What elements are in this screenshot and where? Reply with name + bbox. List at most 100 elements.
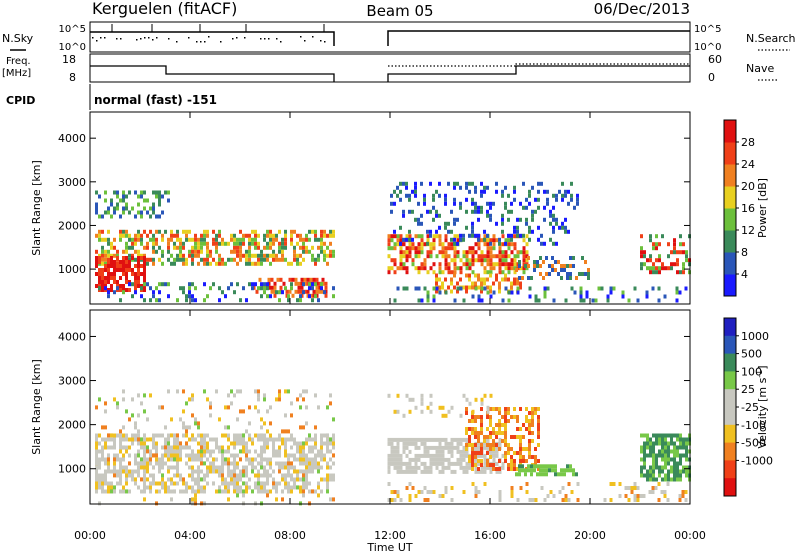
echo-cell bbox=[239, 389, 242, 394]
echo-cell bbox=[542, 276, 545, 280]
echo-cell bbox=[545, 272, 548, 276]
echo-cell bbox=[119, 264, 122, 268]
echo-cell bbox=[465, 411, 468, 415]
echo-cell bbox=[462, 298, 466, 303]
echo-cell bbox=[302, 477, 305, 482]
echo-cell bbox=[399, 181, 402, 186]
echo-cell bbox=[296, 457, 299, 462]
echo-cell bbox=[191, 237, 194, 242]
power-x-ticks bbox=[89, 112, 691, 304]
echo-cell bbox=[291, 277, 295, 282]
echo-cell bbox=[287, 485, 290, 490]
echo-cell bbox=[302, 469, 305, 474]
echo-cell bbox=[125, 260, 128, 264]
echo-cell bbox=[326, 461, 329, 466]
echo-cell bbox=[531, 407, 534, 411]
echo-cell bbox=[323, 229, 326, 234]
echo-cell bbox=[513, 415, 516, 419]
echo-cell bbox=[426, 234, 430, 239]
echo-cell bbox=[101, 272, 104, 276]
echo-cell bbox=[393, 409, 397, 414]
echo-cell bbox=[525, 205, 528, 210]
echo-cell bbox=[426, 241, 429, 246]
echo-cell bbox=[146, 485, 149, 490]
echo-cell bbox=[254, 253, 257, 258]
echo-cell bbox=[507, 233, 510, 238]
echo-cell bbox=[528, 419, 531, 423]
echo-cell bbox=[441, 457, 445, 462]
echo-cell bbox=[318, 289, 322, 294]
echo-cell bbox=[257, 477, 260, 482]
echo-cell bbox=[98, 237, 101, 242]
echo-cell bbox=[299, 469, 302, 474]
echo-cell bbox=[173, 441, 176, 446]
echo-cell bbox=[444, 277, 447, 282]
echo-cell bbox=[522, 266, 526, 271]
echo-cell bbox=[411, 397, 415, 402]
echo-cell bbox=[146, 437, 149, 442]
echo-cell bbox=[676, 473, 679, 478]
echo-cell bbox=[137, 202, 140, 207]
echo-cell bbox=[218, 489, 221, 494]
echo-cell bbox=[661, 445, 664, 450]
nsearch-dot bbox=[208, 36, 210, 38]
echo-cell bbox=[188, 294, 191, 299]
echo-cell bbox=[236, 237, 239, 242]
echo-cell bbox=[504, 238, 508, 243]
echo-cell bbox=[667, 445, 670, 450]
echo-cell bbox=[489, 443, 492, 447]
echo-cell bbox=[450, 441, 454, 446]
echo-cell bbox=[438, 461, 442, 466]
echo-cell bbox=[489, 469, 493, 474]
echo-cell bbox=[513, 435, 516, 439]
echo-cell bbox=[438, 405, 442, 410]
echo-cell bbox=[278, 449, 281, 454]
echo-cell bbox=[462, 254, 466, 259]
echo-cell bbox=[552, 217, 555, 222]
echo-cell bbox=[143, 433, 146, 438]
echo-cell bbox=[477, 415, 480, 419]
echo-cell bbox=[155, 449, 158, 454]
echo-cell bbox=[462, 449, 466, 454]
echo-cell bbox=[98, 260, 101, 264]
echo-cell bbox=[513, 451, 516, 455]
echo-cell bbox=[414, 185, 417, 190]
echo-cell bbox=[492, 266, 496, 271]
echo-cell bbox=[483, 393, 487, 398]
echo-cell bbox=[158, 194, 161, 199]
echo-cell bbox=[480, 205, 483, 210]
echo-cell bbox=[173, 457, 176, 462]
echo-cell bbox=[203, 389, 206, 394]
echo-cell bbox=[405, 258, 409, 263]
echo-cell bbox=[679, 270, 682, 275]
echo-cell bbox=[140, 441, 143, 446]
echo-cell bbox=[486, 213, 489, 218]
echo-cell bbox=[140, 214, 143, 219]
echo-cell bbox=[679, 445, 682, 450]
echo-cell bbox=[255, 289, 259, 294]
echo-cell bbox=[95, 489, 98, 494]
echo-cell bbox=[260, 481, 263, 486]
echo-cell bbox=[471, 229, 474, 234]
echo-cell bbox=[206, 253, 209, 258]
echo-cell bbox=[471, 482, 475, 486]
echo-cell bbox=[480, 443, 483, 447]
echo-cell bbox=[167, 445, 170, 450]
echo-cell bbox=[110, 433, 113, 438]
echo-cell bbox=[122, 268, 125, 272]
echo-cell bbox=[661, 433, 664, 438]
echo-cell bbox=[685, 441, 688, 446]
echo-cell bbox=[542, 468, 545, 473]
echo-cell bbox=[522, 250, 526, 255]
x-tick-label: 08:00 bbox=[274, 529, 306, 542]
echo-cell bbox=[435, 281, 438, 286]
echo-cell bbox=[528, 225, 531, 230]
echo-cell bbox=[438, 449, 442, 454]
echo-cell bbox=[673, 433, 676, 438]
echo-cell bbox=[518, 276, 521, 280]
echo-cell bbox=[495, 189, 498, 194]
echo-cell bbox=[167, 485, 170, 490]
echo-cell bbox=[233, 237, 236, 242]
echo-cell bbox=[426, 453, 430, 458]
